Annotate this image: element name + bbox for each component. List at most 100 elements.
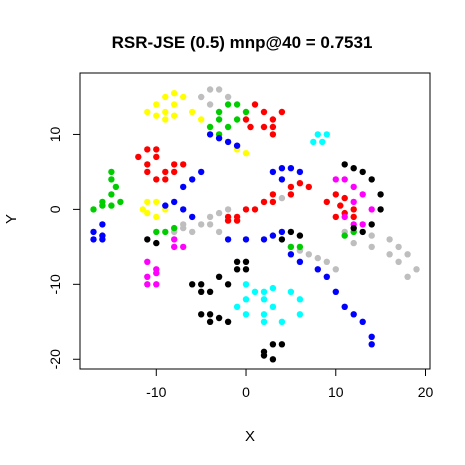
data-point-red-11-10 <box>171 168 178 176</box>
data-point-red-12-7 <box>305 183 312 191</box>
data-point-gray-3-4 <box>215 209 223 217</box>
data-point-black-23-3 <box>224 318 232 325</box>
data-point-green-8-2 <box>112 183 120 191</box>
data-point-red-11-1 <box>144 146 151 153</box>
data-point-cyan-17-2 <box>319 138 326 146</box>
data-point-blue-16-18 <box>368 333 375 340</box>
chart-title: RSR-JSE (0.5) mnp@40 = 0.7531 <box>112 33 373 52</box>
data-point-red-11-2 <box>153 146 160 153</box>
data-point-black-25-0 <box>278 236 286 243</box>
data-point-cyan-18-14 <box>260 311 268 318</box>
data-point-blue-14-4 <box>198 168 205 176</box>
data-point-red-13-5 <box>350 206 357 213</box>
data-point-cyan-17-0 <box>314 131 321 138</box>
data-point-blue-16-19 <box>368 341 375 348</box>
data-point-red-12-2 <box>242 206 250 213</box>
x-tick-label-20: 20 <box>418 384 434 400</box>
data-point-magenta-20-8 <box>359 221 366 228</box>
data-point-blue-16-14 <box>332 288 339 295</box>
data-point-blue-16-2 <box>287 165 295 172</box>
data-point-red-11-9 <box>180 161 187 168</box>
data-point-blue-16-7 <box>260 236 268 243</box>
data-point-gray-6-0 <box>206 221 214 228</box>
data-point-black-25-2 <box>296 232 304 239</box>
data-point-gray-2-2 <box>215 86 223 93</box>
data-point-gray-3-5 <box>224 206 232 213</box>
y-axis-label: Y <box>3 214 20 224</box>
data-point-gray-2-4 <box>206 101 214 108</box>
x-axis-label: X <box>245 428 255 445</box>
data-point-cyan-18-8 <box>260 318 268 325</box>
data-point-blue-16-15 <box>341 303 348 310</box>
data-point-magenta-19-4 <box>144 281 151 288</box>
data-point-gray-4-7 <box>404 273 411 280</box>
data-point-red-11-0 <box>135 153 142 161</box>
data-point-black-24-1 <box>269 341 277 348</box>
y-tick-label-10: 10 <box>47 126 63 142</box>
data-point-blue-15-1 <box>99 221 106 228</box>
data-point-blue-16-12 <box>314 266 321 273</box>
data-point-black-22-9 <box>242 266 250 273</box>
data-point-gray-4-10 <box>368 243 375 251</box>
data-point-cyan-17-1 <box>323 131 330 138</box>
data-point-red-12-9 <box>269 198 277 206</box>
y-tick-label--20: -20 <box>47 349 63 369</box>
data-point-black-22-7 <box>206 288 214 295</box>
data-point-red-12-11 <box>233 217 241 224</box>
data-point-magenta-20-5 <box>350 183 357 191</box>
data-point-magenta-19-3 <box>153 281 160 288</box>
data-point-black-22-4 <box>198 281 205 288</box>
data-point-green-7-8 <box>215 116 223 123</box>
data-point-blue-14-7 <box>171 198 178 206</box>
data-point-yellow-0-1 <box>153 101 160 108</box>
data-point-cyan-18-4 <box>287 288 295 295</box>
data-point-black-21-7 <box>359 228 366 236</box>
data-point-green-8-8 <box>117 198 124 206</box>
data-point-black-23-4 <box>206 311 214 318</box>
data-point-blue-16-11 <box>296 258 304 265</box>
data-point-blue-16-4 <box>278 176 286 183</box>
data-point-gray-3-3 <box>206 213 214 221</box>
data-point-yellow-0-3 <box>171 90 178 97</box>
data-point-blue-16-13 <box>323 273 330 280</box>
data-point-green-7-4 <box>233 116 241 123</box>
data-point-blue-16-5 <box>224 236 232 243</box>
data-point-green-8-3 <box>108 191 115 198</box>
data-point-black-22-2 <box>233 266 241 273</box>
data-point-green-7-5 <box>224 123 232 131</box>
data-point-gray-4-4 <box>395 243 402 251</box>
data-point-magenta-20-10 <box>341 213 348 221</box>
plot-frame <box>79 72 431 370</box>
data-point-blue-15-0 <box>90 228 97 236</box>
data-point-gray-4-3 <box>386 236 393 243</box>
data-point-black-21-2 <box>359 168 366 176</box>
data-point-red-11-6 <box>153 176 160 183</box>
data-point-cyan-18-1 <box>251 288 259 295</box>
data-point-red-12-5 <box>287 183 295 191</box>
data-point-magenta-19-5 <box>153 269 160 277</box>
data-point-gray-6-2 <box>189 228 196 236</box>
data-point-blue-14-9 <box>180 206 187 213</box>
data-point-green-8-0 <box>108 168 115 176</box>
data-point-cyan-18-3 <box>269 284 277 292</box>
data-point-yellow-0-5 <box>171 101 178 108</box>
data-point-green-8-7 <box>108 202 115 209</box>
data-point-black-21-6 <box>368 221 375 228</box>
data-point-gray-4-5 <box>404 251 411 258</box>
x-tick-label-10: 10 <box>328 384 344 400</box>
data-point-gray-2-3 <box>224 93 232 101</box>
data-point-gray-2-0 <box>198 93 205 101</box>
data-point-gray-5-2 <box>305 251 312 258</box>
data-point-green-9-0 <box>153 228 160 236</box>
data-point-yellow-0-16 <box>242 150 250 157</box>
data-point-red-11-3 <box>153 153 160 161</box>
data-point-yellow-1-4 <box>153 213 160 221</box>
data-point-black-22-0 <box>233 258 241 265</box>
data-point-black-21-5 <box>377 206 384 213</box>
points-layer <box>90 86 420 363</box>
data-point-green-7-2 <box>233 101 241 108</box>
data-point-red-10-8 <box>247 123 254 131</box>
data-point-gray-6-3 <box>180 221 187 228</box>
data-point-yellow-0-7 <box>153 112 160 119</box>
